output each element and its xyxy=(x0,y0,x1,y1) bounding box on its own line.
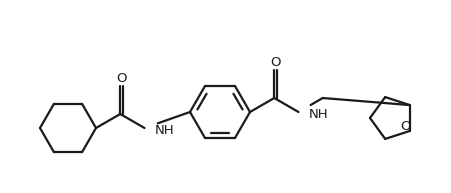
Text: O: O xyxy=(269,57,280,69)
Text: NH: NH xyxy=(308,108,327,122)
Text: O: O xyxy=(400,119,410,133)
Text: NH: NH xyxy=(154,124,174,137)
Text: O: O xyxy=(116,73,126,85)
